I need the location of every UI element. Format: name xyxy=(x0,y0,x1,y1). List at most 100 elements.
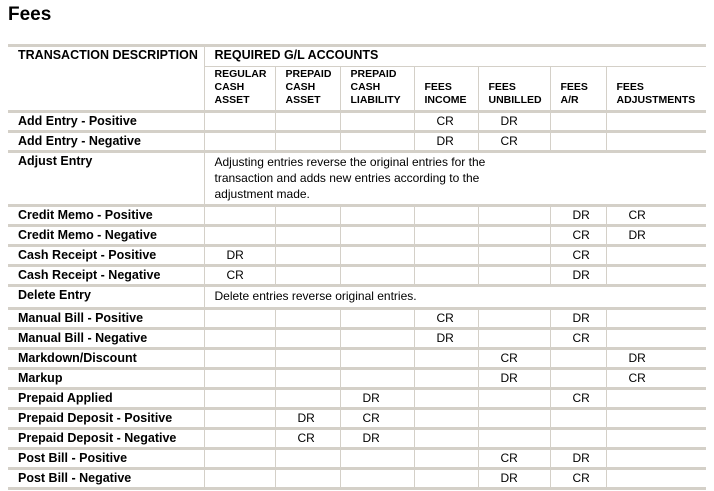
gl-value-fees-income xyxy=(413,205,478,226)
gl-value-prepaid-cash-asset: DR xyxy=(274,408,340,429)
page-title: Fees xyxy=(8,4,52,25)
gl-value-regular-cash-asset xyxy=(203,131,275,152)
gl-value-fees-unbilled: DR xyxy=(477,111,550,132)
gl-value-fees-income xyxy=(413,428,478,449)
transaction-name: Credit Memo - Positive xyxy=(18,208,153,222)
gl-value-fees-a-r: DR xyxy=(549,265,606,286)
gl-value-fees-adjustments: CR xyxy=(605,368,707,389)
table-row: Manual Bill - Negative DR CR xyxy=(8,328,707,349)
gl-value-fees-adjustments: CR xyxy=(605,205,707,226)
gl-value-fees-adjustments xyxy=(605,468,707,489)
gl-value-fees-income xyxy=(413,448,478,469)
gl-value-fees-adjustments xyxy=(605,111,707,132)
gl-value-regular-cash-asset xyxy=(203,408,275,429)
gl-value-fees-a-r: CR xyxy=(549,388,606,409)
gl-value-fees-income xyxy=(413,368,478,389)
gl-value-fees-a-r xyxy=(549,111,606,132)
gl-value-prepaid-cash-liability xyxy=(339,348,414,369)
table-row: Add Entry - Positive CR DR xyxy=(8,111,707,132)
gl-value-prepaid-cash-asset xyxy=(274,448,340,469)
gl-value-fees-unbilled: CR xyxy=(477,348,550,369)
transaction-name: Delete Entry xyxy=(18,288,91,302)
table-row: Post Bill - Positive CR DR xyxy=(8,448,707,469)
gl-value-regular-cash-asset xyxy=(203,205,275,226)
gl-value-fees-unbilled xyxy=(477,265,550,286)
transaction-name: Add Entry - Positive xyxy=(18,114,137,128)
gl-value-fees-adjustments xyxy=(605,245,707,266)
gl-value-fees-unbilled xyxy=(477,428,550,449)
gl-value-fees-unbilled xyxy=(477,205,550,226)
gl-value-prepaid-cash-liability xyxy=(339,265,414,286)
gl-value-fees-a-r: CR xyxy=(549,328,606,349)
gl-value-prepaid-cash-liability xyxy=(339,205,414,226)
gl-value-fees-a-r: DR xyxy=(549,308,606,329)
table-row: Adjust Entry Adjusting entries reverse th… xyxy=(8,151,707,206)
gl-value-prepaid-cash-liability: DR xyxy=(339,388,414,409)
table-row: Add Entry - Negative DR CR xyxy=(8,131,707,152)
gl-value-prepaid-cash-liability xyxy=(339,328,414,349)
gl-value-fees-unbilled: CR xyxy=(477,448,550,469)
gl-value-prepaid-cash-asset xyxy=(274,265,340,286)
gl-value-prepaid-cash-liability xyxy=(339,308,414,329)
gl-value-fees-income xyxy=(413,468,478,489)
gl-value-fees-income xyxy=(413,225,478,246)
table-row: Credit Memo - Positive DR CR xyxy=(8,205,707,226)
table-row: Markdown/Discount CR DR xyxy=(8,348,707,369)
transaction-name: Manual Bill - Negative xyxy=(18,331,148,345)
table-row: Cash Receipt - Positive DR CR xyxy=(8,245,707,266)
table-row: Manual Bill - Positive CR DR xyxy=(8,308,707,329)
table-row: Prepaid Deposit - Negative CR DR xyxy=(8,428,707,449)
gl-value-regular-cash-asset xyxy=(203,111,275,132)
gl-value-fees-unbilled xyxy=(477,308,550,329)
gl-value-regular-cash-asset: DR xyxy=(203,245,275,266)
gl-value-prepaid-cash-liability: CR xyxy=(339,408,414,429)
gl-value-fees-income: DR xyxy=(413,328,478,349)
gl-value-regular-cash-asset: CR xyxy=(203,265,275,286)
transaction-name: Markup xyxy=(18,371,63,385)
gl-value-fees-income: DR xyxy=(413,131,478,152)
gl-value-prepaid-cash-asset xyxy=(274,225,340,246)
gl-value-fees-adjustments xyxy=(605,265,707,286)
gl-value-fees-income xyxy=(413,245,478,266)
gl-value-prepaid-cash-asset xyxy=(274,131,340,152)
transaction-name: Post Bill - Negative xyxy=(18,471,132,485)
header-required-gl-accounts: REQUIRED G/L ACCOUNTS xyxy=(203,45,707,67)
gl-value-regular-cash-asset xyxy=(203,368,275,389)
gl-value-fees-adjustments xyxy=(605,388,707,409)
gl-value-fees-a-r xyxy=(549,408,606,429)
column-header-fees-unbilled: FEES UNBILLED xyxy=(477,66,550,112)
gl-value-fees-a-r: CR xyxy=(549,468,606,489)
gl-value-fees-unbilled: DR xyxy=(477,368,550,389)
transaction-name: Prepaid Applied xyxy=(18,391,113,405)
transaction-name: Add Entry - Negative xyxy=(18,134,141,148)
gl-value-fees-a-r xyxy=(549,348,606,369)
gl-value-regular-cash-asset xyxy=(203,225,275,246)
note-cell: Adjusting entries reverse the original e… xyxy=(203,151,707,206)
table-row: Prepaid Deposit - Positive DR CR xyxy=(8,408,707,429)
column-header-fees-income: FEES INCOME xyxy=(413,66,478,112)
fees-gl-table: TRANSACTION DESCRIPTION REQUIRED G/L ACC… xyxy=(8,44,707,490)
gl-value-regular-cash-asset xyxy=(203,448,275,469)
table-row: Markup DR CR xyxy=(8,368,707,389)
gl-value-prepaid-cash-asset xyxy=(274,348,340,369)
gl-value-fees-income xyxy=(413,388,478,409)
gl-value-prepaid-cash-asset xyxy=(274,388,340,409)
gl-value-fees-unbilled xyxy=(477,408,550,429)
gl-value-fees-unbilled xyxy=(477,245,550,266)
header-transaction-description: TRANSACTION DESCRIPTION xyxy=(18,48,198,62)
table-row: Credit Memo - Negative CR DR xyxy=(8,225,707,246)
gl-value-fees-unbilled xyxy=(477,388,550,409)
table-row: Delete Entry Delete entries reverse origi… xyxy=(8,285,707,309)
column-header-regular-cash-asset: REGULAR CASH ASSET xyxy=(203,66,275,112)
gl-value-fees-a-r: DR xyxy=(549,448,606,469)
transaction-note: Delete entries reverse original entries. xyxy=(214,289,417,303)
gl-value-fees-unbilled: DR xyxy=(477,468,550,489)
table-row: Post Bill - Negative DR CR xyxy=(8,468,707,489)
gl-value-regular-cash-asset xyxy=(203,468,275,489)
gl-value-fees-adjustments xyxy=(605,428,707,449)
column-header-fees-a-r: FEES A/R xyxy=(549,66,606,112)
gl-value-fees-income: CR xyxy=(413,308,478,329)
gl-value-prepaid-cash-liability xyxy=(339,245,414,266)
gl-value-regular-cash-asset xyxy=(203,328,275,349)
transaction-name: Prepaid Deposit - Positive xyxy=(18,411,173,425)
